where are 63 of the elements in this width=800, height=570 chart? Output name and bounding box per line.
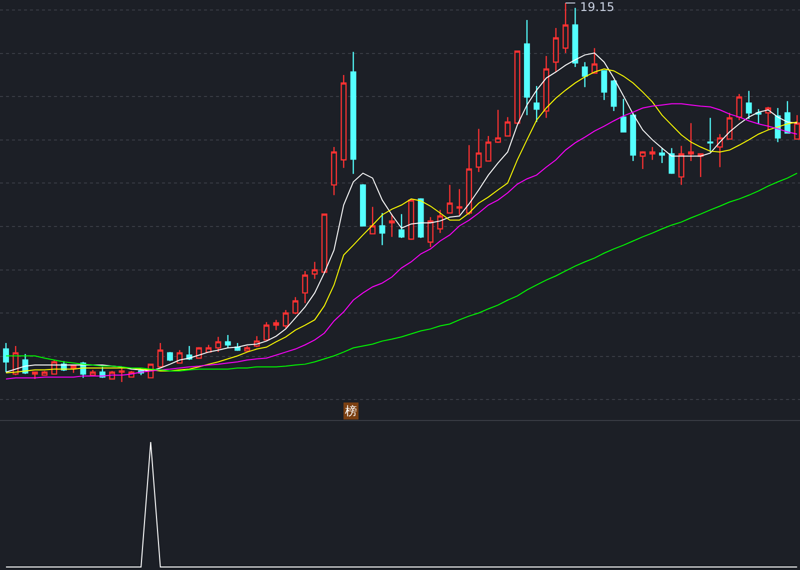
candlestick [418, 198, 424, 239]
candlestick [746, 90, 752, 120]
candlestick [649, 146, 656, 161]
candlestick [716, 134, 723, 168]
candlestick [157, 342, 164, 368]
candlestick [504, 116, 511, 137]
candlestick [408, 198, 414, 240]
candlestick [543, 55, 550, 118]
candlestick [514, 50, 520, 124]
candlestick [428, 216, 434, 248]
candlestick [437, 209, 444, 234]
candlestick [224, 334, 231, 348]
candlestick [379, 212, 386, 246]
candlestick [630, 112, 636, 162]
candlestick [456, 188, 462, 216]
candlestick [360, 184, 366, 226]
candlestick [398, 214, 405, 239]
candlestick [340, 74, 347, 168]
candlestick [446, 184, 453, 214]
candlestick [167, 351, 173, 362]
text: 榜 [345, 404, 357, 418]
candlestick [707, 117, 714, 153]
candlestick [90, 369, 96, 376]
candlestick [476, 128, 482, 173]
candlestick [32, 372, 38, 380]
candlestick [485, 135, 492, 162]
candlestick [610, 79, 617, 112]
candlestick [215, 336, 222, 353]
annotation: 19.15 [580, 0, 614, 14]
candlestick [726, 112, 733, 140]
candlestick [601, 69, 608, 101]
candlestick [331, 146, 337, 196]
candlestick [3, 342, 9, 373]
candlestick [350, 51, 356, 175]
candlestick [70, 364, 76, 374]
candlestick [688, 122, 694, 162]
candlestick [534, 85, 540, 123]
candlestick [640, 150, 646, 170]
candlestick [620, 98, 626, 132]
candlestick [302, 270, 308, 304]
candlestick [118, 367, 125, 383]
candlestick [659, 148, 665, 164]
candlestick [370, 206, 376, 234]
candlestick [388, 214, 395, 238]
candlestick [292, 296, 298, 315]
candlestick [312, 261, 318, 280]
candlestick [552, 27, 559, 73]
candlestick [668, 148, 675, 175]
candlestick [524, 19, 530, 116]
candlestick [264, 322, 270, 341]
candlestick [321, 214, 328, 273]
candlestick [572, 7, 578, 68]
candlestick [282, 309, 289, 329]
candlestick [495, 109, 501, 144]
candlestick [582, 62, 588, 88]
candlestick [678, 145, 684, 186]
candlestick [592, 48, 598, 74]
candlestick [176, 350, 183, 364]
candlestick [736, 93, 742, 121]
candlestick [42, 370, 48, 376]
candlestick [273, 319, 280, 331]
candlestick [466, 144, 472, 216]
candlestick [698, 153, 704, 178]
